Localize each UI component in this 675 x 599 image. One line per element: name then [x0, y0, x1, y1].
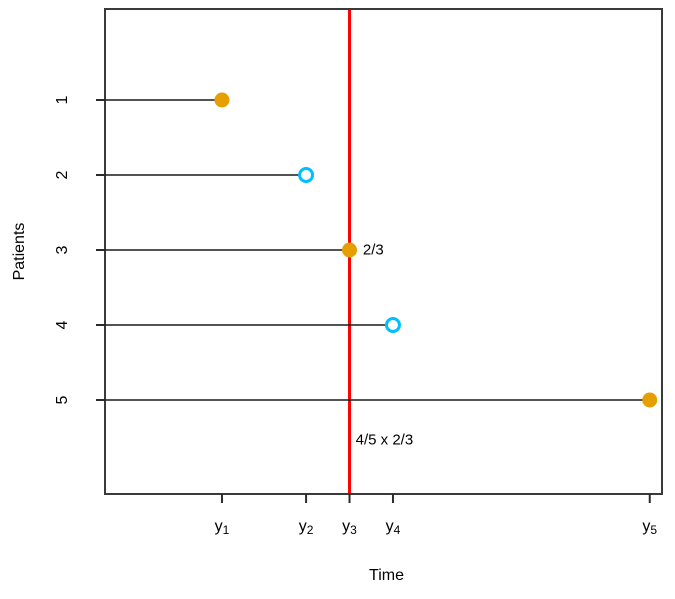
event-marker-patient-5	[642, 392, 658, 408]
x-tick-label-5: y5	[642, 518, 657, 537]
y-tick-label-4: 4	[54, 320, 71, 329]
y-tick-label-5: 5	[54, 395, 71, 404]
y-tick-label-2: 2	[54, 170, 71, 179]
x-tick-label-1: y1	[215, 518, 230, 537]
x-tick-label-2: y2	[299, 518, 314, 537]
y-tick-label-3: 3	[54, 245, 71, 254]
x-tick-label-3: y3	[342, 518, 357, 537]
annotation-1: 2/3	[363, 242, 384, 259]
y-axis-title: Patients	[11, 223, 28, 281]
y-tick-label-1: 1	[54, 95, 71, 104]
censored-marker-patient-4	[384, 317, 401, 333]
annotation-2: 4/5 x 2/3	[356, 431, 414, 448]
event-marker-patient-3	[342, 242, 358, 258]
plot-border	[104, 8, 663, 495]
x-axis-title: Time	[369, 567, 404, 584]
x-tick-label-4: y4	[386, 518, 401, 537]
event-marker-patient-1	[214, 92, 230, 108]
censored-marker-patient-2	[298, 167, 315, 183]
